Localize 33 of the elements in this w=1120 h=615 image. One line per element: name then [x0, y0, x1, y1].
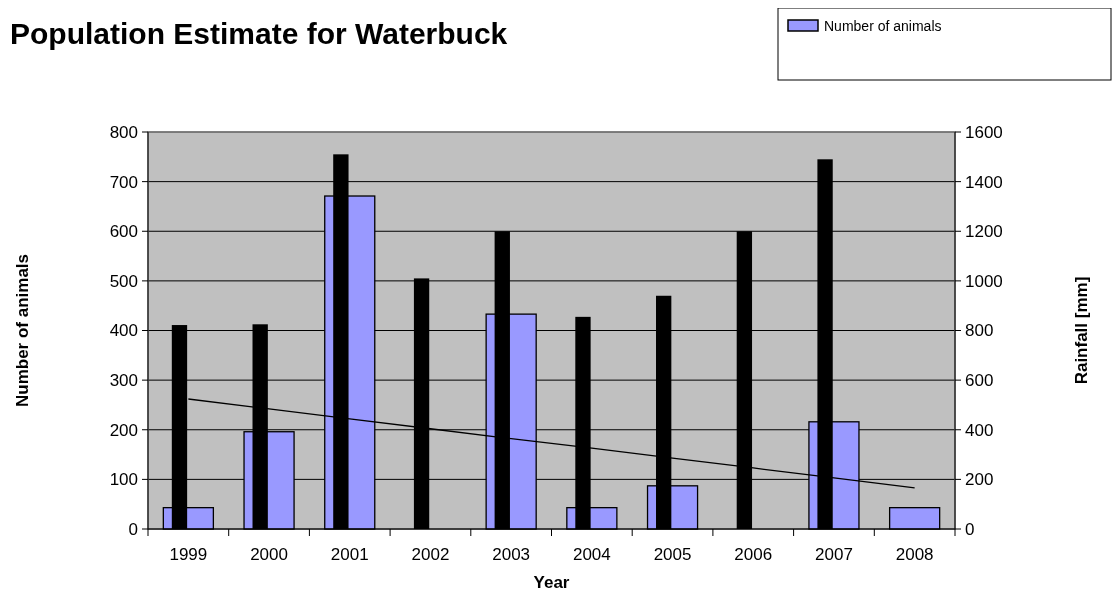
y2-axis-title: Rainfall [mm]: [1072, 276, 1091, 385]
y-tick-label: 800: [109, 122, 138, 142]
x-tick-label: 2007: [815, 545, 853, 564]
y-tick-label: 200: [109, 420, 138, 440]
x-axis-title: Year: [533, 573, 570, 592]
y-tick-label: 100: [109, 470, 138, 490]
y2-tick-label: 0: [965, 519, 975, 539]
y-tick-label: 400: [109, 321, 138, 341]
y2-tick-label: 1400: [965, 172, 1003, 192]
y-tick-label: 700: [109, 172, 138, 192]
x-tick-label: 2004: [572, 545, 611, 564]
legend-label: Number of animals: [824, 17, 942, 34]
y-tick-label: 600: [109, 222, 138, 242]
x-tick-label: 2008: [895, 545, 934, 564]
x-tick-label: 2003: [492, 545, 531, 564]
x-tick-label: 2001: [330, 545, 369, 564]
x-tick-label: 2005: [653, 545, 692, 564]
chart-title: Population Estimate for Waterbuck: [10, 17, 508, 50]
x-tick-label: 2006: [734, 545, 773, 564]
x-tick-label: 2000: [250, 545, 288, 564]
y2-tick-label: 1000: [965, 271, 1003, 291]
y2-tick-label: 200: [965, 470, 994, 490]
y-tick-label: 500: [109, 271, 138, 291]
y2-tick-label: 400: [965, 420, 994, 440]
y-tick-label: 300: [109, 371, 138, 391]
x-tick-label: 2002: [411, 545, 450, 564]
y2-tick-label: 1600: [965, 122, 1003, 142]
y-tick-label: 0: [128, 519, 138, 539]
x-tick-label: 1999: [169, 545, 208, 564]
y2-tick-label: 1200: [965, 222, 1003, 242]
y2-tick-label: 600: [965, 371, 994, 391]
y2-tick-label: 800: [965, 321, 994, 341]
y-axis-title: Number of animals: [13, 253, 32, 408]
